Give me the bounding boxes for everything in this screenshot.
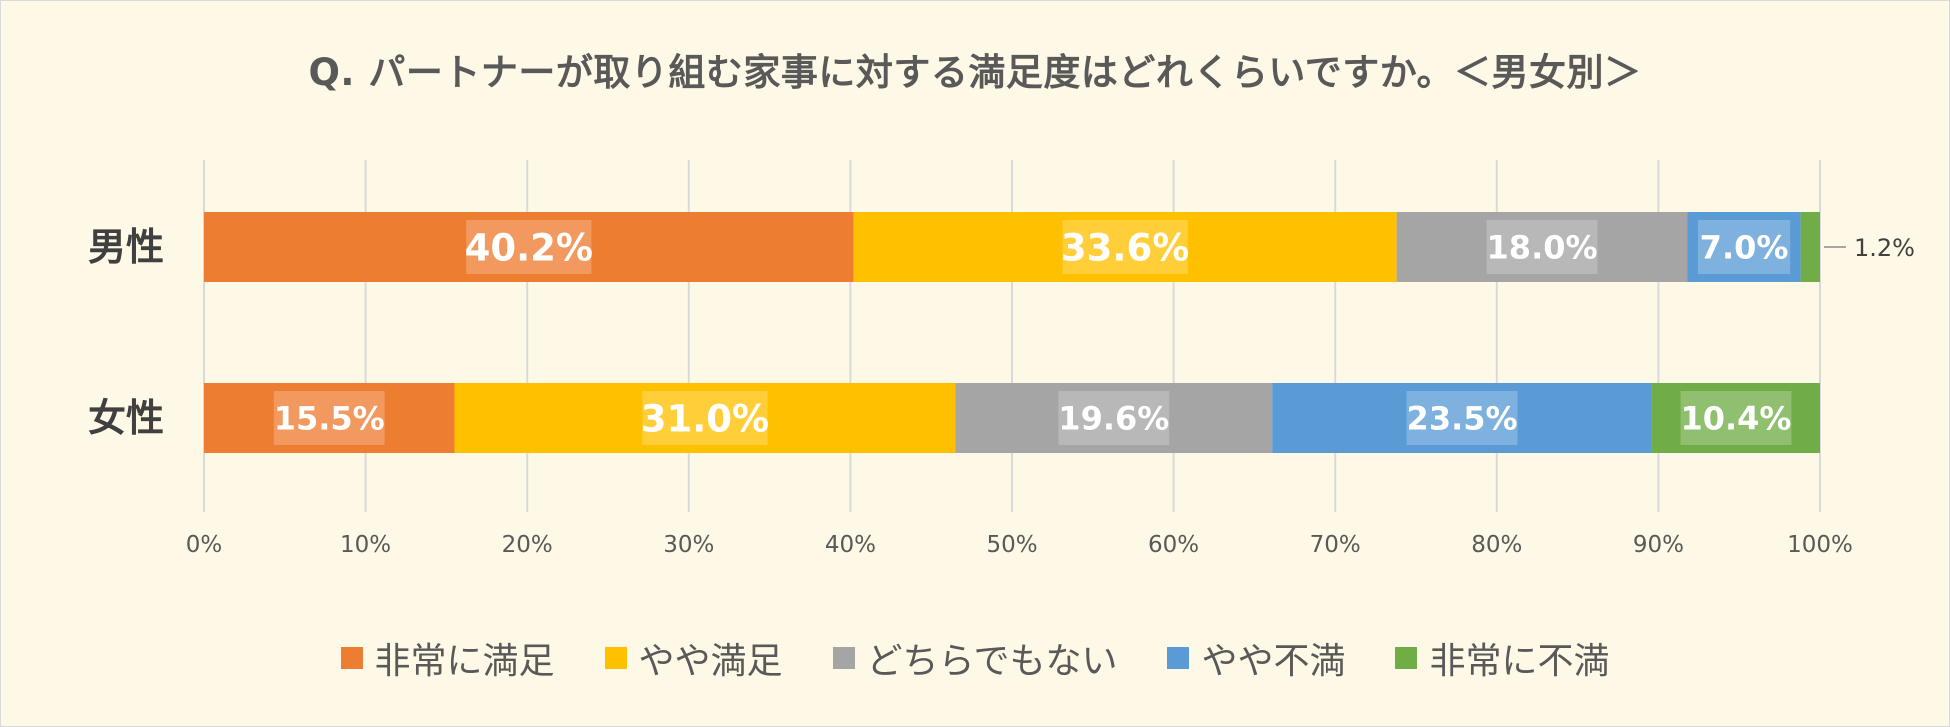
x-tick-label: 50%	[986, 532, 1037, 558]
legend-item: やや満足	[604, 632, 783, 684]
x-tick-label: 80%	[1471, 532, 1522, 558]
legend-item: どちらでもない	[832, 632, 1118, 684]
bar-segment	[204, 383, 455, 453]
bar-segment	[955, 383, 1273, 453]
data-label-bg	[1697, 220, 1791, 274]
legend: 非常に満足 やや満足 どちらでもない やや不満 非常に不満	[0, 632, 1950, 684]
legend-swatch	[832, 647, 855, 669]
x-tick-label: 60%	[1148, 532, 1199, 558]
bars	[204, 212, 1820, 453]
bar-segment	[1396, 212, 1688, 282]
bar-segment	[454, 383, 956, 453]
legend-label: やや不満	[1201, 641, 1346, 682]
x-tick-label: 100%	[1787, 532, 1853, 558]
legend-item: 非常に不満	[1395, 632, 1609, 684]
data-label: 7.0%	[1700, 229, 1789, 267]
data-label-bg	[1062, 220, 1188, 274]
data-label-bg	[642, 391, 768, 445]
chart-title: Q. パートナーが取り組む家事に対する満足度はどれくらいですか。＜男女別＞	[308, 51, 1642, 94]
data-label: 23.5%	[1407, 400, 1518, 438]
data-label: 19.6%	[1058, 400, 1169, 438]
x-tick-label: 90%	[1633, 532, 1684, 558]
legend-label: どちらでもない	[866, 641, 1118, 682]
bar-segment	[1800, 212, 1820, 282]
data-label: 33.6%	[1061, 226, 1189, 269]
legend-swatch	[340, 647, 363, 669]
bar-segment	[1272, 383, 1652, 453]
legend-swatch	[604, 647, 627, 669]
legend-label: 非常に満足	[374, 641, 555, 682]
x-tick-label: 20%	[502, 532, 553, 558]
data-label-bg	[1486, 220, 1598, 274]
chart-plot: 40.2% 33.6% 18.0% 7.0% 1.2% 15.5% 31.0% 19.6% 23…	[88, 160, 1915, 558]
data-label-bg	[1406, 391, 1518, 445]
data-label-bg	[273, 391, 385, 445]
legend-item: 非常に満足	[340, 632, 555, 684]
data-label-bg	[1680, 391, 1792, 445]
legend-swatch	[1167, 647, 1190, 669]
legend-label: 非常に不満	[1429, 641, 1610, 682]
data-label-bg	[466, 220, 592, 274]
bar-segment	[1651, 383, 1820, 453]
x-tick-label: 70%	[1310, 532, 1361, 558]
x-tick-label: 0%	[186, 532, 223, 558]
data-labels: 40.2% 33.6% 18.0% 7.0% 1.2% 15.5% 31.0% 19.6% 23…	[274, 220, 1915, 445]
data-label: 18.0%	[1487, 229, 1598, 267]
data-label: 40.2%	[465, 226, 593, 269]
category-label: 男性	[88, 225, 164, 269]
data-label: 1.2%	[1854, 234, 1915, 262]
data-label-bg	[1058, 391, 1170, 445]
data-label: 10.4%	[1680, 400, 1791, 438]
legend-label: やや満足	[638, 641, 783, 682]
legend-item: やや不満	[1167, 632, 1345, 684]
data-label: 31.0%	[641, 397, 769, 440]
x-tick-label: 40%	[825, 532, 876, 558]
bar-segment	[853, 212, 1397, 282]
bar-segment	[1687, 212, 1801, 282]
bar-segment	[204, 212, 854, 282]
data-label: 15.5%	[274, 400, 385, 438]
legend-swatch	[1395, 647, 1418, 669]
x-tick-label: 30%	[663, 532, 714, 558]
category-label: 女性	[88, 396, 164, 440]
x-tick-label: 10%	[340, 532, 391, 558]
